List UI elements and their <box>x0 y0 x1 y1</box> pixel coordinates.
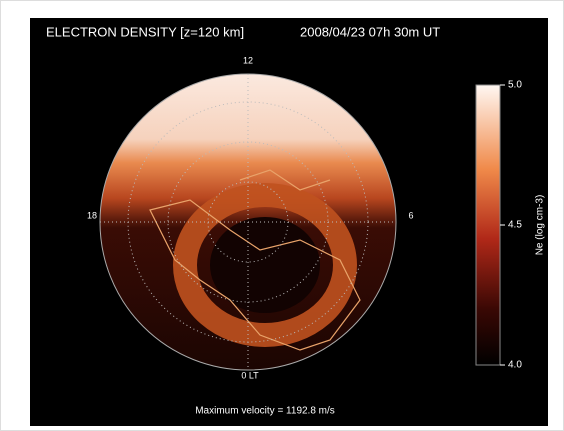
lt-label: 12 <box>243 55 253 65</box>
colorbar-tick-label: 4.0 <box>508 360 522 371</box>
colorbar-label: Ne (log cm-3) <box>535 195 546 256</box>
figure: ELECTRON DENSITY [z=120 km] 2008/04/23 0… <box>0 0 564 431</box>
title: ELECTRON DENSITY [z=120 km] <box>46 24 244 39</box>
footer: Maximum velocity = 1192.8 m/s <box>195 406 335 417</box>
polar-map <box>100 74 396 370</box>
lt-label: 0 LT <box>241 370 259 380</box>
colorbar-tick-label: 4.5 <box>508 220 522 231</box>
colorbar-tick-label: 5.0 <box>508 80 522 91</box>
lt-label: 6 <box>408 210 413 220</box>
colorbar <box>476 85 500 365</box>
timestamp: 2008/04/23 07h 30m UT <box>300 24 440 39</box>
lt-label: 18 <box>87 210 97 220</box>
